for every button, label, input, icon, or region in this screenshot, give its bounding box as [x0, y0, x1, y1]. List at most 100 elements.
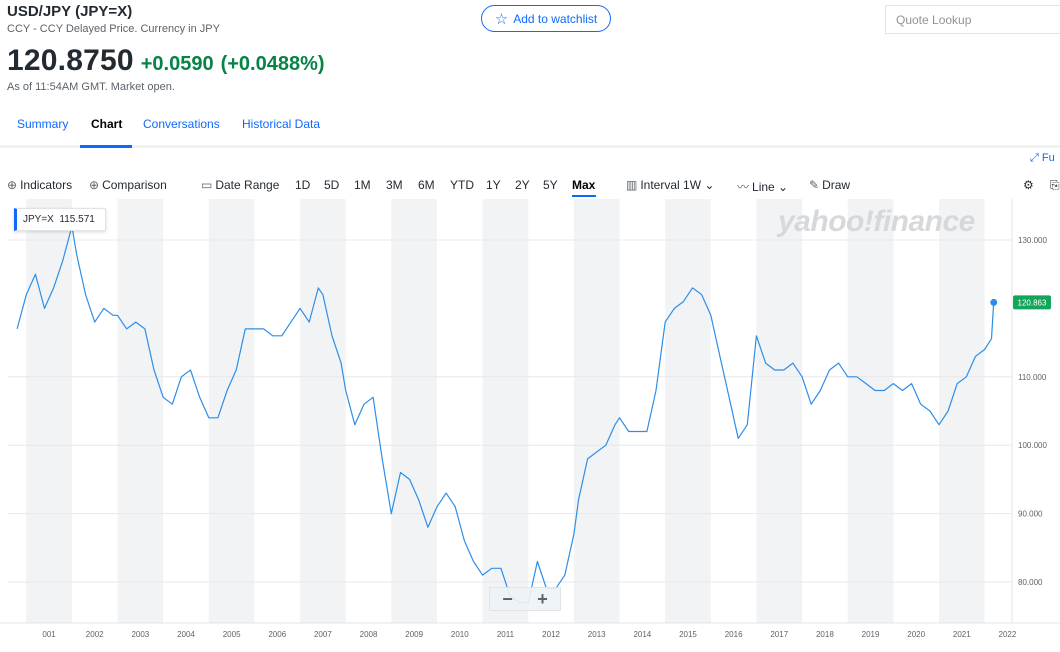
plus-circle-icon: ⊕: [7, 178, 18, 192]
line-chart-icon: 〰: [737, 180, 750, 194]
x-tick-label: 2004: [177, 630, 195, 639]
x-tick-label: 2013: [588, 630, 606, 639]
active-tab-indicator: [80, 145, 132, 148]
interval-dropdown[interactable]: ▥ Interval 1W ⌄: [626, 178, 714, 192]
current-price: 120.8750: [7, 44, 134, 77]
line-type-dropdown[interactable]: 〰 Line ⌄: [737, 178, 788, 195]
x-tick-label: 2005: [223, 630, 241, 639]
range-6m[interactable]: 6M: [418, 178, 435, 192]
zoom-controls: − +: [489, 587, 561, 611]
indicators-button[interactable]: ⊕ Indicators: [7, 178, 72, 192]
range-max[interactable]: Max: [572, 178, 596, 192]
chevron-down-icon: ⌄: [778, 180, 789, 194]
x-tick-label: 2012: [542, 630, 560, 639]
fullscreen-button[interactable]: ⤢ Fu: [1030, 152, 1055, 165]
last-value-badge: [1013, 295, 1051, 310]
price-change-percent: (+0.0488%): [220, 53, 325, 75]
x-tick-label: 2009: [405, 630, 423, 639]
year-band: [482, 199, 529, 623]
gear-icon: ⚙: [1023, 178, 1034, 192]
market-status: As of 11:54AM GMT. Market open.: [7, 81, 175, 93]
x-tick-label: 2007: [314, 630, 332, 639]
x-tick-label: 2019: [862, 630, 880, 639]
comparison-label: Comparison: [102, 178, 167, 192]
price-change: +0.0590: [140, 53, 214, 75]
x-tick-label: 2014: [633, 630, 651, 639]
x-tick-label: 2010: [451, 630, 469, 639]
x-tick-label: 001: [42, 630, 56, 639]
y-tick-label: 110.000: [1018, 373, 1047, 382]
year-band: [208, 199, 255, 623]
line-label: Line: [752, 180, 775, 194]
x-tick-label: 2020: [907, 630, 925, 639]
last-value-label: 120.863: [1018, 298, 1047, 307]
tooltip-symbol: JPY=X: [23, 214, 54, 225]
star-icon: ☆: [494, 10, 509, 28]
price-row: 120.8750 +0.0590 (+0.0488%): [7, 44, 325, 78]
y-tick-label: 80.000: [1018, 578, 1043, 587]
x-tick-label: 2015: [679, 630, 697, 639]
draw-label: Draw: [822, 178, 851, 192]
year-band: [117, 199, 164, 623]
year-band: [665, 199, 711, 623]
chart-toolbar: ⊕ Indicators ⊕ Comparison ▭ Date Range 1D 5…: [0, 172, 1060, 198]
tab-historical-data[interactable]: Historical Data: [242, 117, 321, 131]
date-range-button[interactable]: ▭ Date Range: [201, 178, 279, 192]
interval-label: Interval: [640, 178, 680, 192]
indicators-label: Indicators: [20, 178, 73, 192]
x-tick-label: 2022: [999, 630, 1017, 639]
expand-icon: ⤢: [1030, 152, 1039, 164]
tab-chart[interactable]: Chart: [91, 117, 123, 131]
y-tick-label: 130.000: [1018, 236, 1047, 245]
zoom-out-button[interactable]: −: [502, 588, 513, 609]
x-tick-label: 2011: [497, 630, 515, 639]
range-1m[interactable]: 1M: [354, 178, 371, 192]
x-tick-label: 2018: [816, 630, 834, 639]
quote-tabs: Summary Chart Conversations Historical D…: [0, 108, 1060, 148]
interval-value: 1W: [683, 178, 702, 192]
tab-summary[interactable]: Summary: [17, 117, 69, 131]
quote-lookup-input[interactable]: Quote Lookup: [885, 5, 1060, 34]
range-2y[interactable]: 2Y: [515, 178, 530, 192]
x-tick-label: 2008: [360, 630, 378, 639]
calendar-icon: ▭: [201, 178, 213, 192]
settings-button[interactable]: ⚙: [1023, 178, 1034, 192]
active-range-indicator: [572, 195, 596, 197]
x-tick-label: 2021: [953, 630, 971, 639]
fullscreen-label: Fu: [1041, 152, 1055, 164]
plus-circle-icon: ⊕: [89, 178, 100, 192]
interval-icon: ▥: [626, 178, 638, 192]
share-icon: ⎘: [1050, 178, 1060, 192]
last-point: [990, 298, 998, 306]
y-tick-label: 90.000: [1018, 510, 1043, 519]
range-3m[interactable]: 3M: [386, 178, 403, 192]
page-title: USD/JPY (JPY=X): [7, 3, 133, 20]
tab-conversations[interactable]: Conversations: [143, 117, 220, 131]
range-1y[interactable]: 1Y: [486, 178, 501, 192]
range-5d[interactable]: 5D: [324, 178, 340, 192]
chevron-down-icon: ⌄: [704, 178, 715, 192]
series-line: [16, 225, 995, 604]
range-5y[interactable]: 5Y: [543, 178, 558, 192]
x-tick-label: 2016: [725, 630, 743, 639]
zoom-in-button[interactable]: +: [537, 588, 548, 609]
year-band: [391, 199, 437, 623]
x-tick-label: 2017: [770, 630, 788, 639]
crosshair-tooltip: JPY=X 115.571: [14, 208, 106, 231]
range-ytd[interactable]: YTD: [450, 178, 474, 192]
range-1d[interactable]: 1D: [295, 178, 311, 192]
y-tick-label: 100.000: [1018, 441, 1047, 450]
price-chart[interactable]: 130.000 110.000 100.000 90.000 80.000 001 2002…: [0, 199, 1060, 652]
x-tick-label: 2002: [86, 630, 104, 639]
year-band: [573, 199, 620, 623]
add-to-watchlist-button[interactable]: ☆ Add to watchlist: [481, 5, 611, 32]
year-band: [938, 199, 985, 623]
x-tick-label: 2006: [268, 630, 286, 639]
draw-button[interactable]: ✎ Draw: [809, 178, 850, 192]
comparison-button[interactable]: ⊕ Comparison: [89, 178, 167, 192]
year-band: [26, 199, 72, 623]
year-band: [847, 199, 894, 623]
year-band: [300, 199, 346, 623]
tooltip-value: 115.571: [59, 214, 95, 225]
share-button[interactable]: ⎘: [1050, 178, 1060, 193]
